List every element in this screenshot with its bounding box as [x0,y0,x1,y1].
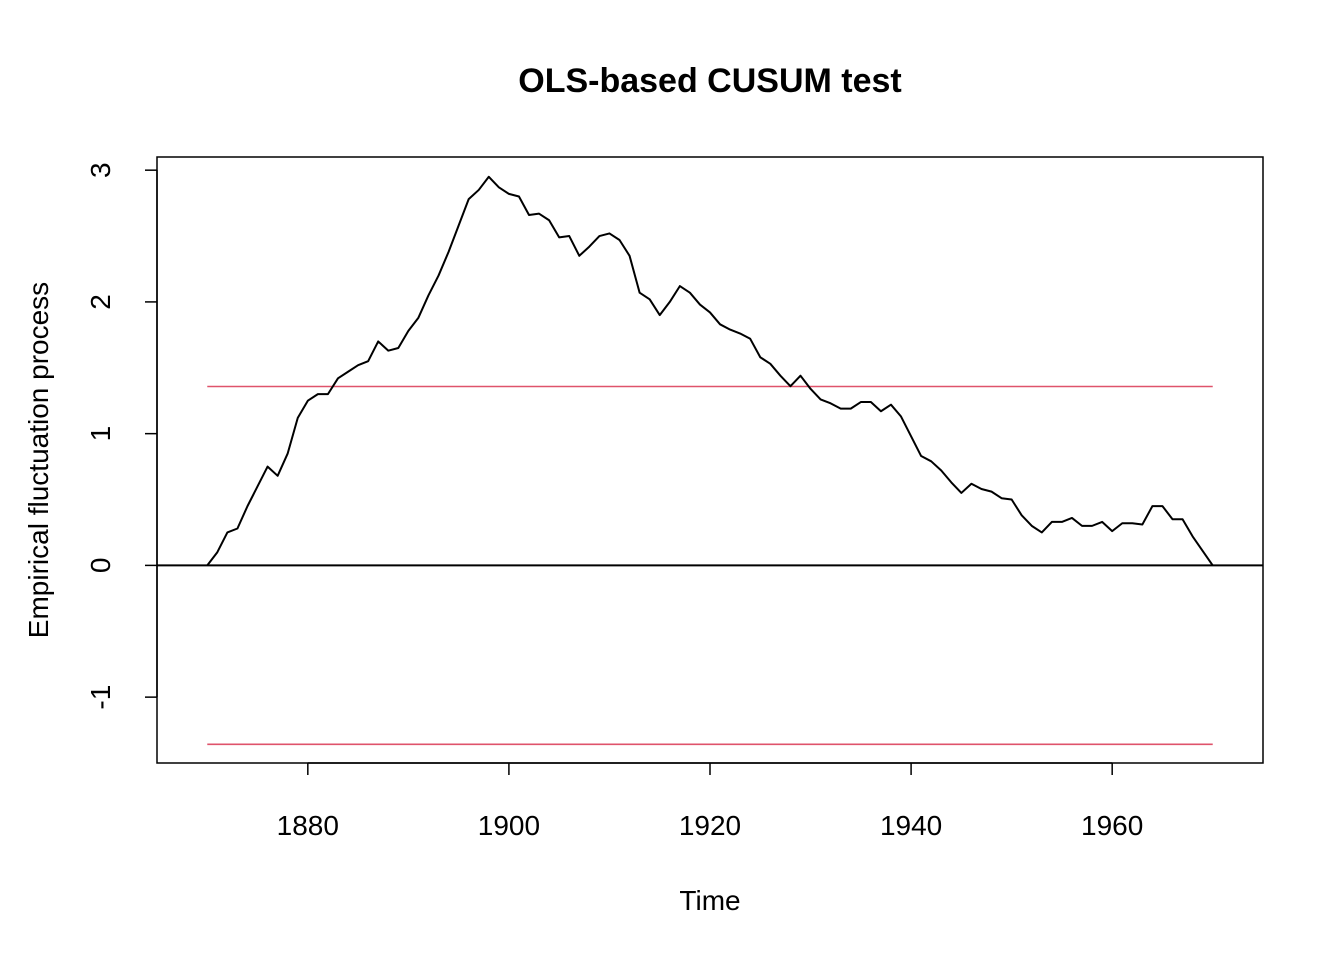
x-axis-label: Time [679,885,740,916]
y-tick-label: 0 [85,558,116,574]
plot-frame [156,156,1264,764]
series-layer [206,175,1214,566]
reference-lines [157,385,1263,746]
x-axis: 1880 1900 1920 1940 1960 [277,762,1143,841]
x-tick-label: 1940 [880,810,942,841]
y-tick-label: 2 [85,294,116,310]
y-axis-label: Empirical fluctuation process [23,282,54,638]
y-axis: -1 0 1 2 3 [85,162,158,710]
y-tick-label: -1 [85,685,116,710]
y-tick-label: 3 [85,162,116,178]
x-tick-label: 1920 [679,810,741,841]
cusum-process-line [206,175,1214,566]
x-tick-label: 1880 [277,810,339,841]
y-tick-label: 1 [85,426,116,442]
x-tick-label: 1900 [478,810,540,841]
chart-title: OLS-based CUSUM test [518,62,902,100]
x-tick-label: 1960 [1081,810,1143,841]
